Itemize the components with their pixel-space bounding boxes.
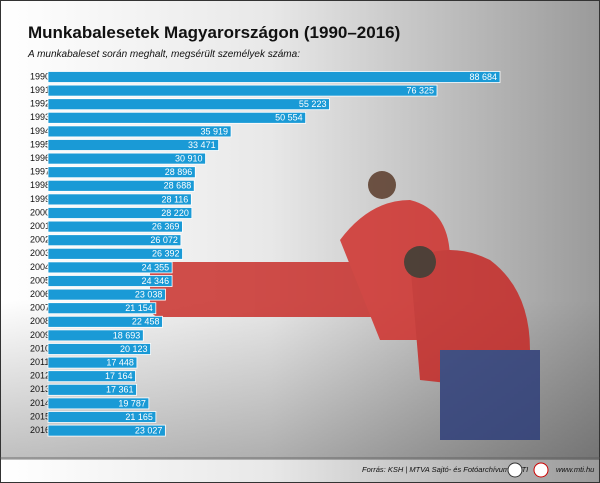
bar [47, 343, 151, 355]
value-label: 50 554 [275, 113, 303, 123]
y-tick-label: 1996 [30, 153, 50, 163]
y-tick-label: 1994 [30, 126, 50, 136]
value-label: 35 919 [201, 126, 229, 136]
y-tick-label: 1999 [30, 194, 50, 204]
bar [47, 397, 150, 410]
bar [47, 383, 137, 396]
value-label: 17 164 [105, 371, 133, 381]
bar [47, 71, 501, 83]
value-label: 21 165 [125, 412, 153, 422]
bar [47, 179, 195, 192]
y-tick-label: 2013 [30, 384, 50, 394]
bar [47, 411, 157, 423]
value-label: 55 223 [299, 99, 327, 109]
bar [47, 234, 182, 247]
value-label: 18 693 [113, 330, 141, 340]
y-tick-label: 2011 [30, 357, 49, 367]
value-label: 26 072 [150, 235, 178, 245]
y-tick-label: 2012 [30, 371, 50, 381]
y-tick-label: 2002 [30, 235, 50, 245]
value-label: 17 361 [106, 385, 134, 395]
y-tick-label: 2009 [30, 330, 50, 340]
value-label: 17 448 [106, 357, 134, 367]
y-tick-label: 2001 [30, 221, 50, 231]
photo-figures [150, 171, 540, 440]
y-tick-label: 2015 [30, 411, 50, 421]
website: www.mti.hu [556, 465, 595, 474]
bar [47, 424, 166, 437]
bar [47, 247, 183, 260]
value-label: 19 787 [118, 398, 146, 408]
logo [533, 462, 549, 478]
value-label: 22 458 [132, 317, 160, 327]
bar [47, 98, 330, 111]
value-label: 28 688 [164, 181, 192, 191]
bar [47, 288, 166, 301]
y-tick-label: 1992 [30, 99, 50, 109]
bar [47, 207, 193, 219]
value-label: 23 038 [135, 289, 163, 299]
y-tick-label: 2005 [30, 275, 50, 285]
value-label: 28 116 [161, 194, 188, 204]
value-label: 88 684 [469, 72, 497, 82]
bar [47, 329, 144, 342]
value-label: 33 471 [188, 140, 216, 150]
y-tick-label: 2008 [30, 316, 50, 326]
bar [47, 370, 136, 383]
y-tick-label: 2004 [30, 262, 50, 272]
value-label: 23 027 [135, 425, 163, 435]
bar [47, 139, 219, 151]
y-tick-label: 1997 [30, 167, 50, 177]
bar [47, 111, 307, 124]
bar [47, 315, 163, 328]
bar [47, 302, 157, 315]
bar [47, 220, 183, 233]
bar [47, 261, 173, 274]
chart-title: Munkabalesetek Magyarországon (1990–2016… [28, 23, 400, 42]
y-tick-label: 2007 [30, 303, 50, 313]
bar [47, 84, 438, 97]
y-tick-label: 1991 [30, 85, 50, 95]
y-tick-label: 2010 [30, 343, 50, 353]
bar [47, 152, 206, 165]
y-tick-label: 1990 [30, 71, 50, 81]
value-label: 28 896 [165, 167, 193, 177]
logo [507, 462, 523, 478]
value-label: 26 392 [152, 249, 180, 259]
value-label: 28 220 [161, 208, 189, 218]
bar [47, 166, 196, 179]
value-label: 24 355 [142, 262, 170, 272]
value-label: 30 910 [175, 153, 203, 163]
y-tick-label: 1993 [30, 112, 50, 122]
value-label: 76 325 [406, 85, 434, 95]
bar [47, 356, 138, 369]
y-tick-label: 2016 [30, 425, 50, 435]
y-tick-label: 2003 [30, 248, 50, 258]
y-tick-label: 2000 [30, 207, 50, 217]
bar [47, 275, 173, 287]
value-label: 20 123 [120, 344, 148, 354]
value-label: 26 369 [152, 221, 180, 231]
source: Forrás: KSH | MTVA Sajtó- és Fotóarchívu… [362, 465, 528, 474]
y-tick-label: 2006 [30, 289, 50, 299]
bar [47, 125, 232, 138]
chart-subtitle: A munkabaleset során meghalt, megsérült … [27, 49, 300, 60]
value-label: 24 346 [142, 276, 170, 286]
y-tick-label: 1995 [30, 139, 50, 149]
bar [47, 193, 192, 206]
y-tick-label: 2014 [30, 398, 50, 408]
value-label: 21 154 [125, 303, 153, 313]
y-tick-label: 1998 [30, 180, 50, 190]
